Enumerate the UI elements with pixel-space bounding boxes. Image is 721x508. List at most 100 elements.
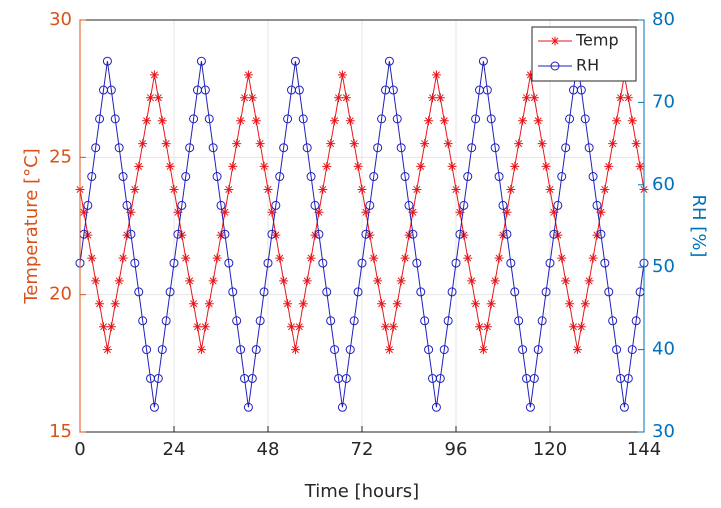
star-marker <box>193 322 202 332</box>
star-marker <box>623 93 633 103</box>
circle-marker <box>584 143 594 153</box>
y2-axis-label: RH [%] <box>688 195 709 258</box>
circle-marker <box>157 345 167 355</box>
star-marker <box>475 322 484 332</box>
y2-tick-label: 60 <box>652 174 675 195</box>
star-marker <box>326 139 336 149</box>
circle-marker <box>181 172 191 182</box>
circle-marker <box>232 316 242 326</box>
circle-marker <box>373 143 383 153</box>
y2-tick-label: 50 <box>652 256 675 277</box>
circle-marker <box>439 345 449 355</box>
star-marker <box>451 184 461 194</box>
star-marker <box>537 139 547 149</box>
star-marker <box>224 184 234 194</box>
star-marker <box>525 70 535 80</box>
star-marker <box>165 161 175 171</box>
star-marker <box>208 276 218 286</box>
circle-marker <box>392 114 402 124</box>
star-marker <box>298 299 308 309</box>
circle-marker <box>404 200 414 210</box>
circle-marker <box>424 345 434 355</box>
circle-marker <box>290 56 300 66</box>
star-marker <box>169 184 179 194</box>
circle-marker <box>310 200 320 210</box>
star-marker <box>541 161 551 171</box>
circle-marker <box>255 316 265 326</box>
circle-marker <box>122 200 132 210</box>
circle-marker <box>420 316 430 326</box>
star-marker <box>439 116 449 126</box>
star-marker <box>569 322 578 332</box>
star-marker <box>102 345 112 355</box>
star-marker <box>200 322 210 332</box>
x-tick-label: 144 <box>627 439 661 460</box>
star-marker <box>142 116 152 126</box>
star-marker <box>428 93 437 103</box>
circle-marker <box>204 114 214 124</box>
circle-marker <box>377 114 387 124</box>
x-tick-label: 96 <box>445 439 468 460</box>
circle-marker <box>349 316 359 326</box>
star-marker <box>118 253 128 263</box>
y-tick-label: 25 <box>49 146 72 167</box>
star-marker <box>478 345 488 355</box>
circle-marker <box>224 258 234 268</box>
circle-marker <box>228 287 238 297</box>
star-marker <box>572 345 582 355</box>
circle-marker <box>541 287 551 297</box>
x-tick-label: 48 <box>257 439 280 460</box>
star-marker <box>490 276 500 286</box>
circle-marker <box>592 200 602 210</box>
star-marker <box>337 70 347 80</box>
circle-marker <box>353 287 363 297</box>
circle-marker <box>263 258 273 268</box>
star-marker <box>287 322 296 332</box>
circle-marker <box>416 287 426 297</box>
circle-marker <box>126 229 136 239</box>
star-marker <box>463 253 473 263</box>
star-marker <box>588 253 598 263</box>
star-marker <box>138 139 148 149</box>
circle-marker <box>337 402 347 412</box>
star-marker <box>471 299 481 309</box>
circle-marker <box>87 172 97 182</box>
star-marker <box>424 116 434 126</box>
circle-marker <box>490 143 500 153</box>
legend-box <box>531 26 637 82</box>
star-marker <box>290 345 300 355</box>
circle-marker <box>596 229 606 239</box>
circle-marker <box>208 143 218 153</box>
star-marker <box>236 116 246 126</box>
legend-label: RH <box>576 56 599 75</box>
star-marker <box>220 207 230 217</box>
star-marker <box>153 93 163 103</box>
star-marker <box>600 184 610 194</box>
circle-marker <box>549 229 559 239</box>
circle-marker <box>369 172 379 182</box>
y-tick-label: 30 <box>49 9 72 30</box>
circle-marker <box>471 114 481 124</box>
star-marker <box>279 276 289 286</box>
star-marker <box>482 322 492 332</box>
circle-marker <box>506 258 516 268</box>
circle-marker <box>537 316 547 326</box>
star-marker <box>510 161 520 171</box>
circle-marker <box>326 316 336 326</box>
circle-marker <box>627 345 637 355</box>
circle-marker <box>196 56 206 66</box>
circle-marker <box>259 287 269 297</box>
star-marker <box>255 139 265 149</box>
star-marker <box>114 276 124 286</box>
star-marker <box>204 299 214 309</box>
star-marker <box>545 184 555 194</box>
star-marker <box>330 116 340 126</box>
star-marker <box>381 322 390 332</box>
star-marker <box>550 36 560 46</box>
star-marker <box>627 116 637 126</box>
star-marker <box>318 184 328 194</box>
star-marker <box>196 345 206 355</box>
circle-marker <box>619 402 629 412</box>
circle-marker <box>604 287 614 297</box>
